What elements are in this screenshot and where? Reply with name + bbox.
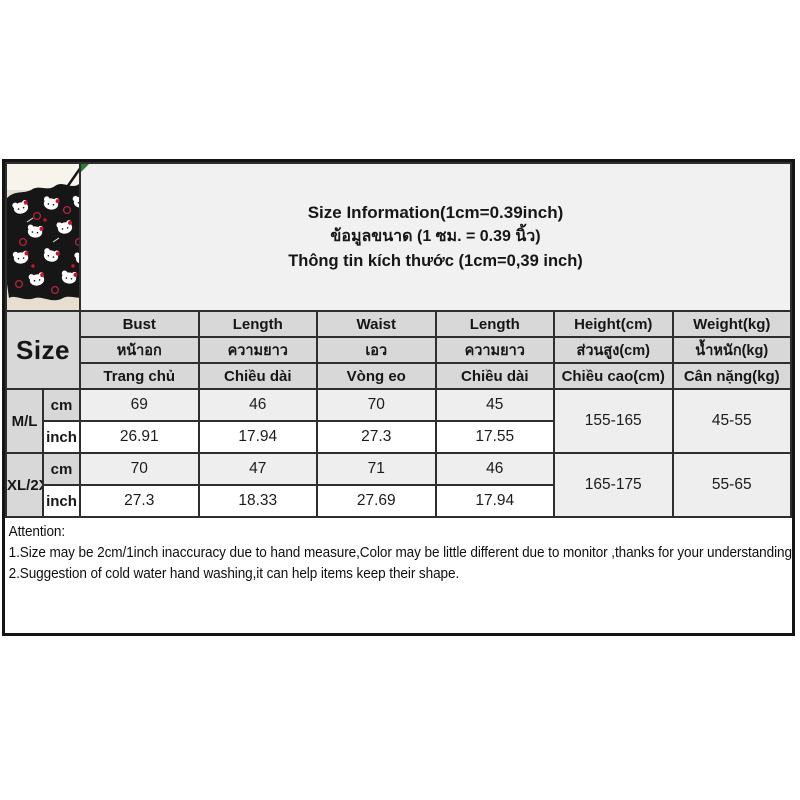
value-xl-bust-cm: 70 (79, 452, 200, 486)
attention-note-1: 1.Size may be 2cm/1inch inaccuracy due t… (8, 544, 796, 561)
attention-notes: Attention: 1.Size may be 2cm/1inch inacc… (5, 518, 796, 584)
size-chart-panel: Size Information(1cm=0.39inch) ข้อมูลขนา… (2, 159, 796, 636)
garment-illustration (8, 169, 78, 301)
header-bust-en: Bust (79, 310, 200, 338)
value-xl-length1-inch: 18.33 (197, 484, 318, 518)
value-ml-height: 155-165 (553, 388, 674, 454)
size-info-title-vi: Thông tin kích thước (1cm=0,39 inch) (288, 252, 583, 270)
header-length1-en: Length (197, 310, 318, 338)
header-length2-th: ความยาว (434, 336, 555, 364)
value-ml-length1-inch: 17.94 (197, 420, 318, 454)
unit-inch-cell-xl: inch (42, 484, 81, 518)
header-waist-vi: Vòng eo (316, 362, 437, 390)
unit-cm-cell-ml: cm (42, 388, 81, 422)
row-label-xl2xl: XL/2XL (5, 452, 44, 518)
value-xl-length1-cm: 47 (197, 452, 318, 486)
header-weight-en: Weight(kg) (671, 310, 792, 338)
value-xl-length2-inch: 17.94 (434, 484, 555, 518)
value-ml-length2-cm: 45 (434, 388, 555, 422)
attention-heading: Attention: (8, 523, 66, 540)
value-ml-waist-cm: 70 (316, 388, 437, 422)
size-info-title-en: Size Information(1cm=0.39inch) (307, 203, 564, 222)
value-ml-length2-inch: 17.55 (434, 420, 555, 454)
value-xl-waist-cm: 71 (316, 452, 437, 486)
size-header-cell: Size (5, 310, 81, 390)
header-bust-vi: Trang chủ (79, 362, 200, 390)
value-xl-waist-inch: 27.69 (316, 484, 437, 518)
header-length1-vi: Chiều dài (197, 362, 318, 390)
value-xl-bust-inch: 27.3 (79, 484, 200, 518)
unit-inch-cell-ml: inch (42, 420, 81, 454)
value-xl-weight: 55-65 (671, 452, 792, 518)
value-ml-bust-cm: 69 (79, 388, 200, 422)
unit-cm-cell-xl: cm (42, 452, 81, 486)
header-waist-en: Waist (316, 310, 437, 338)
product-photo (8, 165, 78, 305)
header-length2-vi: Chiều dài (434, 362, 555, 390)
header-bust-th: หน้าอก (79, 336, 200, 364)
size-table: Size Information(1cm=0.39inch) ข้อมูลขนา… (5, 162, 792, 518)
header-weight-vi: Cân nặng(kg) (671, 362, 792, 390)
cell-flag-marker (82, 165, 89, 172)
header-waist-th: เอว (316, 336, 437, 364)
value-ml-bust-inch: 26.91 (79, 420, 200, 454)
value-ml-waist-inch: 27.3 (316, 420, 437, 454)
header-length2-en: Length (434, 310, 555, 338)
size-info-title-th: ข้อมูลขนาด (1 ซม. = 0.39 นิ้ว) (330, 228, 541, 245)
header-weight-th: น้ำหนัก(kg) (671, 336, 792, 364)
value-ml-length1-cm: 46 (197, 388, 318, 422)
value-xl-length2-cm: 46 (434, 452, 555, 486)
value-xl-height: 165-175 (553, 452, 674, 518)
header-length1-th: ความยาว (197, 336, 318, 364)
header-height-th: ส่วนสูง(cm) (553, 336, 674, 364)
product-photo-cell (5, 162, 81, 312)
size-info-title-cell: Size Information(1cm=0.39inch) ข้อมูลขนา… (79, 162, 792, 312)
header-height-en: Height(cm) (553, 310, 674, 338)
header-height-vi: Chiều cao(cm) (553, 362, 674, 390)
attention-note-2: 2.Suggestion of cold water hand washing,… (8, 565, 460, 582)
value-ml-weight: 45-55 (671, 388, 792, 454)
row-label-ml: M/L (5, 388, 44, 454)
